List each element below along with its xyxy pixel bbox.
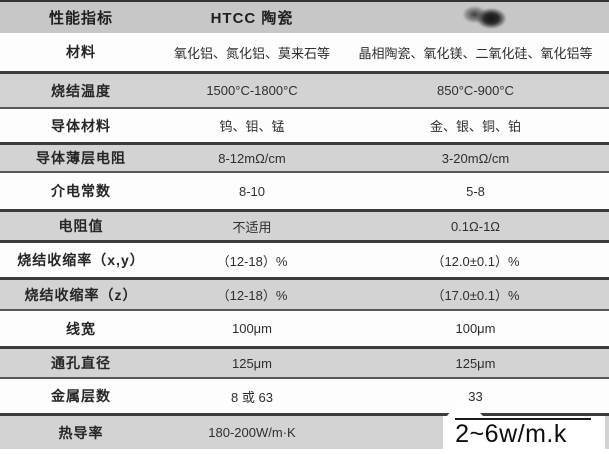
row-label: 介电常数	[51, 183, 111, 199]
thermal-conductivity-note: 2~6w/m.k	[455, 420, 567, 448]
header-col-htcc: HTCC 陶瓷	[210, 10, 294, 27]
ltcc-value: 850°C-900°C	[437, 83, 514, 98]
ltcc-value: 晶相陶瓷、氧化镁、二氧化硅、氧化铝等	[358, 45, 593, 61]
htcc-value: （12-18）%	[216, 288, 288, 303]
row-label: 烧结温度	[51, 82, 111, 99]
table-row: 导体材料 钨、钼、锰 金、银、铜、铂	[0, 107, 609, 142]
table-row: 电阻值 不适用 0.1Ω-1Ω	[0, 209, 609, 240]
row-label: 热导率	[58, 424, 104, 441]
htcc-value: 氧化铝、氮化铝、莫来石等	[173, 45, 330, 61]
row-label: 通孔直径	[51, 355, 111, 371]
ltcc-value: 125μm	[455, 355, 496, 371]
ltcc-value: （17.0±0.1）%	[431, 288, 520, 303]
ltcc-value: （12.0±0.1）%	[431, 253, 520, 269]
ltcc-value: 5-8	[466, 183, 485, 199]
header-col-label: 性能指标	[48, 10, 113, 27]
table-row: 材料 氧化铝、氮化铝、莫来石等 晶相陶瓷、氧化镁、二氧化硅、氧化铝等	[0, 33, 609, 71]
htcc-value: 8 或 63	[231, 389, 273, 405]
row-label: 导体材料	[51, 117, 111, 134]
table-row: 烧结温度 1500°C-1800°C 850°C-900°C	[0, 71, 609, 107]
table-row: 通孔直径 125μm 125μm	[0, 346, 609, 377]
htcc-value: 1500°C-1800°C	[206, 83, 298, 98]
ltcc-value: 100μm	[455, 321, 496, 336]
table-row: 热导率 180-200W/m·K 2~6w/m.k	[0, 396, 609, 450]
table-row: 导体薄层电阻 8-12mΩ/cm 3-20mΩ/cm	[0, 142, 609, 171]
htcc-value: 180-200W/m·K	[208, 425, 296, 440]
htcc-value: 100μm	[231, 321, 272, 336]
row-label: 线宽	[66, 320, 96, 337]
ltcc-value: 0.1Ω-1Ω	[450, 218, 501, 234]
table-row: 金属层数 8 或 63 33	[0, 377, 609, 413]
row-label: 金属层数	[51, 388, 111, 404]
row-label: 电阻值	[58, 218, 104, 234]
htcc-value: （12-18）%	[216, 253, 288, 269]
ltcc-value: 33	[468, 388, 483, 404]
table-row: 线宽 100μm 100μm	[0, 309, 609, 346]
row-label: 烧结收缩率（x,y）	[17, 252, 145, 268]
table-row: 烧结收缩率（x,y） （12-18）% （12.0±0.1）%	[0, 240, 609, 277]
ltcc-value: 3-20mΩ/cm	[441, 150, 510, 166]
table-header-row: 性能指标 HTCC 陶瓷	[0, 0, 609, 33]
row-label: 烧结收缩率（z）	[24, 286, 138, 303]
row-label: 导体薄层电阻	[36, 150, 126, 166]
htcc-value: 钨、钼、锰	[219, 119, 285, 134]
ltcc-value: 金、银、铜、铂	[429, 119, 521, 134]
row-label: 材料	[66, 44, 96, 60]
table-row: 介电常数 8-10 5-8	[0, 171, 609, 209]
table-row: 烧结收缩率（z） （12-18）% （17.0±0.1）%	[0, 277, 609, 309]
htcc-value: 125μm	[231, 355, 272, 371]
htcc-value: 8-10	[238, 183, 266, 199]
ink-smudge-icon	[458, 5, 510, 33]
htcc-value: 8-12mΩ/cm	[218, 150, 286, 166]
htcc-value: 不适用	[232, 219, 272, 235]
